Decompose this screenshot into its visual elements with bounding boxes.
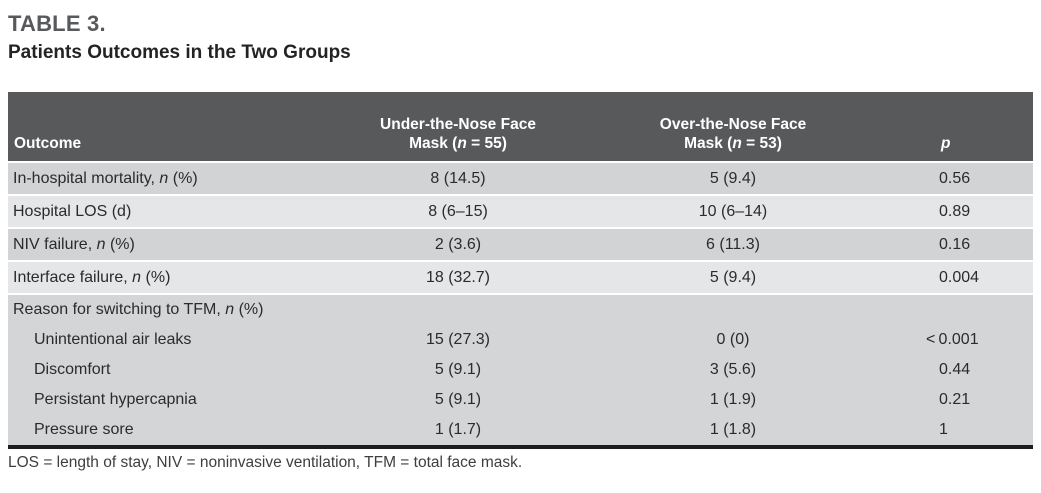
header-row: Outcome Under-the-Nose Face Mask (n = 55… [8,92,1033,163]
p-value-cell: 0.89 [893,196,1033,229]
p-value-cell [893,295,1033,325]
outcome-cell: Pressure sore [8,415,343,445]
over-nose-value-cell: 1 (1.9) [573,385,893,415]
over-nose-value-cell: 0 (0) [573,325,893,355]
over-nose-value-cell: 10 (6–14) [573,196,893,229]
header-over-nose-mask: Over-the-Nose Face Mask (n = 53) [573,92,893,163]
outcome-cell: Persistant hypercapnia [8,385,343,415]
under-nose-value-cell: 1 (1.7) [343,415,573,445]
under-nose-value-cell: 8 (6–15) [343,196,573,229]
under-nose-value-cell [343,295,573,325]
outcome-cell: Hospital LOS (d) [8,196,343,229]
outcome-cell: NIV failure, n (%) [8,229,343,262]
table-row: Reason for switching to TFM, n (%) [8,295,1033,325]
table-row: Pressure sore 1 (1.7) 1 (1.8) 1 [8,415,1033,445]
outcome-cell: Interface failure, n (%) [8,262,343,295]
under-nose-value-cell: 5 (9.1) [343,355,573,385]
p-value-cell: < 0.001 [893,325,1033,355]
table-row: Interface failure, n (%) 18 (32.7) 5 (9.4)… [8,262,1033,295]
p-value-cell: 0.16 [893,229,1033,262]
table-title: TABLE 3. [8,11,106,36]
p-value-cell: 0.21 [893,385,1033,415]
over-nose-value-cell: 6 (11.3) [573,229,893,262]
p-value-cell: 0.44 [893,355,1033,385]
p-value-cell: 0.004 [893,262,1033,295]
over-nose-value-cell: 1 (1.8) [573,415,893,445]
over-nose-value-cell: 5 (9.4) [573,163,893,196]
under-nose-value-cell: 2 (3.6) [343,229,573,262]
under-nose-value-cell: 8 (14.5) [343,163,573,196]
table-footnote: LOS = length of stay, NIV = noninvasive … [8,454,523,471]
over-nose-value-cell: 3 (5.6) [573,355,893,385]
outcome-cell: Unintentional air leaks [8,325,343,355]
under-nose-value-cell: 18 (32.7) [343,262,573,295]
table-row: Discomfort 5 (9.1) 3 (5.6) 0.44 [8,355,1033,385]
header-under-nose-mask: Under-the-Nose Face Mask (n = 55) [343,92,573,163]
header-under-nose-line1: Under-the-Nose Face [380,116,536,133]
under-nose-value-cell: 15 (27.3) [343,325,573,355]
under-nose-value-cell: 5 (9.1) [343,385,573,415]
over-nose-value-cell: 5 (9.4) [573,262,893,295]
outcome-cell: Reason for switching to TFM, n (%) [8,295,343,325]
outcomes-table: Outcome Under-the-Nose Face Mask (n = 55… [8,92,1033,449]
table-row: In-hospital mortality, n (%) 8 (14.5) 5 (9… [8,163,1033,196]
outcome-cell: In-hospital mortality, n (%) [8,163,343,196]
p-value-cell: 0.56 [893,163,1033,196]
over-nose-value-cell [573,295,893,325]
header-over-nose-line1: Over-the-Nose Face [659,116,807,133]
table-row: Persistant hypercapnia 5 (9.1) 1 (1.9) 0.21 [8,385,1033,415]
header-over-nose-line2: Mask (n = 53) [684,135,782,152]
table-row: NIV failure, n (%) 2 (3.6) 6 (11.3) 0.16 [8,229,1033,262]
table-row: Hospital LOS (d) 8 (6–15) 10 (6–14) 0.89 [8,196,1033,229]
table-subtitle: Patients Outcomes in the Two Groups [8,42,351,63]
header-outcome: Outcome [8,92,343,163]
header-under-nose-line2: Mask (n = 55) [409,135,507,152]
p-value-cell: 1 [893,415,1033,445]
outcome-cell: Discomfort [8,355,343,385]
table-row: Unintentional air leaks 15 (27.3) 0 (0) < 0… [8,325,1033,355]
table-body: In-hospital mortality, n (%) 8 (14.5) 5 (9… [8,163,1033,445]
header-p: p [893,92,1033,163]
